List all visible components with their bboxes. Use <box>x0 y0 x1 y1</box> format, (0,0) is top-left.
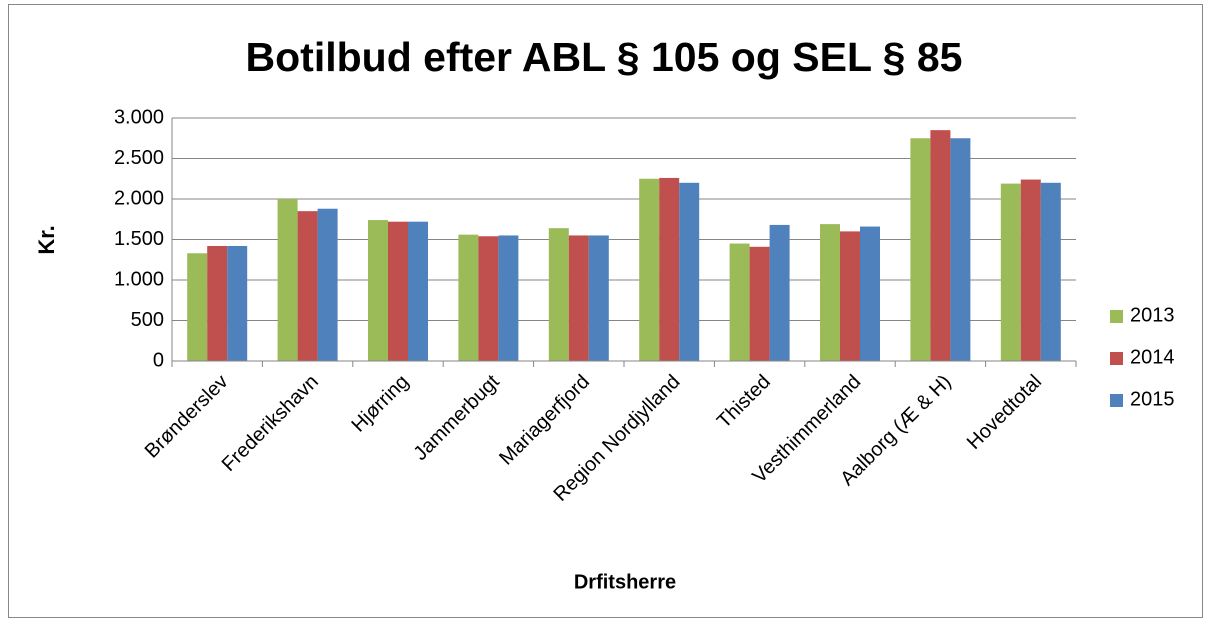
legend-label: 2015 <box>1130 388 1175 410</box>
bar <box>588 235 609 361</box>
bar <box>1000 183 1021 361</box>
y-axis-label: Kr. <box>34 225 59 254</box>
bar <box>679 182 700 361</box>
bar <box>659 177 680 361</box>
bar <box>910 138 931 361</box>
bar <box>729 243 750 361</box>
bar <box>1020 179 1041 361</box>
bar <box>297 211 318 361</box>
bar <box>498 235 519 361</box>
legend-label: 2014 <box>1130 346 1175 368</box>
bar <box>458 234 479 361</box>
bar <box>639 178 660 361</box>
bar <box>368 220 388 361</box>
legend-swatch <box>1110 310 1123 323</box>
bar <box>187 253 208 361</box>
y-tick-label: 3.000 <box>114 106 164 128</box>
legend-swatch <box>1110 352 1123 365</box>
y-tick-label: 1.500 <box>114 228 164 250</box>
bar <box>277 199 298 361</box>
bar <box>548 228 569 361</box>
bar <box>860 226 880 361</box>
y-tick-label: 0 <box>153 349 164 371</box>
bar <box>568 235 589 361</box>
bar <box>749 246 770 361</box>
bar <box>408 221 428 361</box>
y-tick-label: 1.000 <box>114 268 164 290</box>
bar <box>388 221 408 361</box>
bar <box>227 245 248 361</box>
bar <box>478 236 499 361</box>
legend-swatch <box>1110 394 1123 407</box>
bar <box>950 138 971 361</box>
bar <box>820 224 840 361</box>
chart-title: Botilbud efter ABL § 105 og SEL § 85 <box>246 34 963 80</box>
bar <box>930 130 951 361</box>
bar <box>840 231 860 361</box>
y-tick-label: 2.000 <box>114 187 164 209</box>
y-tick-label: 500 <box>131 309 164 331</box>
bar <box>769 224 790 361</box>
bar <box>317 208 338 361</box>
y-tick-label: 2.500 <box>114 147 164 169</box>
x-axis-label: Drfitsherre <box>574 571 676 593</box>
bar <box>1040 182 1061 361</box>
legend-label: 2013 <box>1130 304 1175 326</box>
bar <box>207 245 228 361</box>
